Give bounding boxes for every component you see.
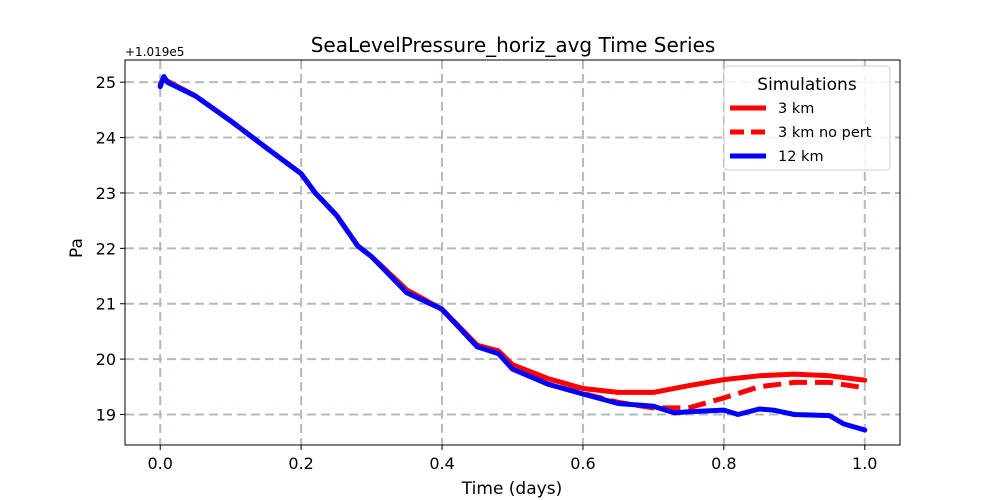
axis-ticks: 0.0 0.2 0.4 0.6 0.8 1.0 19 20 21 22 23 24 25 — [96, 73, 878, 473]
y-axis-offset-label: +1.019e5 — [125, 45, 184, 59]
x-tick-label: 0.6 — [570, 454, 595, 473]
legend: Simulations 3 km 3 km no pert 12 km — [723, 65, 891, 171]
legend-label-12-km: 12 km — [778, 149, 824, 165]
x-tick-label: 0.4 — [429, 454, 454, 473]
x-axis-label: Time (days) — [461, 479, 562, 499]
y-tick-label: 25 — [96, 73, 116, 92]
chart-title: SeaLevelPressure_horiz_avg Time Series — [311, 33, 716, 57]
x-tick-label: 0.2 — [288, 454, 313, 473]
y-axis-label: Pa — [67, 238, 87, 258]
y-tick-label: 22 — [96, 239, 116, 258]
y-tick-label: 21 — [96, 295, 116, 314]
plot-frame — [124, 59, 901, 446]
y-tick-label: 24 — [96, 129, 116, 148]
legend-title: Simulations — [757, 75, 857, 95]
legend-label-3-km-no-pert: 3 km no pert — [778, 125, 872, 141]
x-tick-label: 0.8 — [711, 454, 736, 473]
series-line-12-km — [157, 74, 868, 433]
y-tick-label: 23 — [96, 184, 116, 203]
y-tick-label: 19 — [96, 406, 116, 425]
x-tick-label: 1.0 — [852, 454, 877, 473]
x-tick-label: 0.0 — [148, 454, 173, 473]
y-tick-label: 20 — [96, 350, 116, 369]
legend-label-3-km: 3 km — [778, 101, 814, 117]
series-lines — [157, 74, 868, 433]
legend-box — [723, 65, 891, 171]
